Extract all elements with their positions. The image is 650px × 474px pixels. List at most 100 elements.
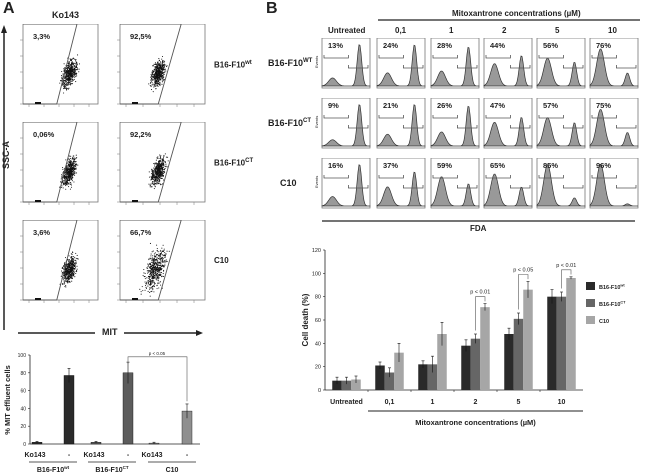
scatter-point [158, 83, 161, 85]
scatter-point [151, 84, 153, 86]
significance-bracket [127, 356, 188, 402]
scatter-point [152, 273, 154, 275]
scatter-point [69, 157, 71, 159]
scatter-point [160, 61, 162, 63]
scatter-point [155, 172, 157, 174]
fda-histogram: 47% [483, 98, 533, 149]
scatter-point [159, 69, 161, 72]
scatter-point [66, 274, 69, 276]
scatter-point [156, 258, 158, 260]
treatment-label: - [127, 452, 130, 459]
histogram-curve [376, 44, 426, 87]
scatter-point [66, 83, 68, 85]
y-tick-label: 80 [20, 371, 26, 377]
scatter-point [144, 284, 147, 286]
scatter-point [144, 289, 146, 291]
scatter-point [72, 161, 74, 163]
bar [437, 334, 447, 390]
scatter-point [152, 275, 154, 277]
scatter-point [71, 258, 73, 260]
scatter-point [158, 75, 160, 77]
scatter-point [139, 288, 141, 290]
treatment-label: Ko143 [24, 452, 45, 459]
bar [351, 379, 361, 390]
scatter-point [152, 258, 155, 260]
scatter-point [162, 74, 164, 76]
scatter-point [151, 265, 154, 267]
scatter-point [154, 272, 156, 274]
scatter-point [154, 277, 156, 279]
scatter-point [67, 65, 69, 67]
scatter-point [157, 251, 159, 253]
scatter-point [156, 181, 158, 183]
scatter-point [150, 270, 152, 272]
scatter-point [166, 66, 168, 68]
scatter-point [69, 177, 71, 179]
scatter-point [72, 258, 74, 260]
scatter-point [63, 63, 65, 65]
scatter-point [160, 172, 162, 174]
scatter-point [69, 169, 71, 171]
scatter-point [69, 155, 71, 157]
scatter-point [153, 259, 156, 261]
y-axis-label: Cell death (%) [301, 293, 310, 346]
dead-cell-percentage: 16% [328, 161, 343, 170]
concentration-column-header: 0,1 [395, 26, 407, 35]
scatter-point [155, 253, 157, 255]
scatter-point [66, 74, 68, 76]
cell-line-row-label: B16-F10CT [268, 118, 311, 128]
scatter-point [149, 242, 152, 245]
scatter-point [155, 84, 157, 86]
gate-marker-left [323, 115, 349, 119]
dead-cell-percentage: 21% [383, 101, 398, 110]
scatter-point [74, 276, 76, 278]
axis-marker [132, 102, 138, 104]
scatter-point [156, 162, 158, 164]
legend-swatch [586, 299, 595, 307]
scatter-point [140, 293, 142, 295]
scatter-point [157, 164, 159, 166]
scatter-point [155, 66, 157, 68]
histogram-curve [483, 117, 533, 147]
scatter-point [161, 66, 163, 69]
gate-marker-right [562, 125, 584, 129]
scatter-point [153, 85, 155, 87]
events-axis-label: Events [314, 56, 319, 68]
scatter-point [152, 270, 154, 272]
scatter-point [149, 284, 151, 286]
fda-histogram: 59% [430, 158, 480, 209]
scatter-point [69, 77, 71, 79]
scatter-point [154, 175, 157, 177]
scatter-point [148, 259, 150, 261]
scatter-point [69, 171, 71, 173]
scatter-point [156, 66, 158, 68]
scatter-point [66, 277, 68, 279]
bar [375, 365, 385, 390]
scatter-point [155, 72, 157, 74]
scatter-point [74, 67, 76, 69]
scatter-point [152, 262, 154, 265]
scatter-point [153, 285, 155, 287]
scatter-point [63, 81, 65, 84]
scatter-point [156, 176, 158, 178]
scatter-point [157, 271, 159, 273]
scatter-point [67, 80, 69, 82]
scatter-point [71, 73, 73, 75]
scatter-point [159, 164, 161, 166]
scatter-point [152, 255, 154, 257]
scatter-point [151, 175, 154, 177]
y-axis-label: % MIT effluent cells [3, 365, 12, 435]
scatter-point [69, 264, 71, 266]
gate-marker-left [591, 115, 617, 119]
scatter-point [76, 268, 78, 270]
scatter-point [73, 268, 75, 270]
scatter-point [151, 70, 154, 72]
scatter-point [64, 86, 66, 88]
scatter-point [75, 73, 77, 75]
scatter-point [153, 165, 156, 167]
scatter-point [160, 272, 162, 274]
scatter-point [161, 68, 163, 70]
y-tick-label: 20 [20, 424, 26, 430]
mit-axis-label: MIT [102, 327, 118, 337]
scatter-point [156, 260, 158, 262]
